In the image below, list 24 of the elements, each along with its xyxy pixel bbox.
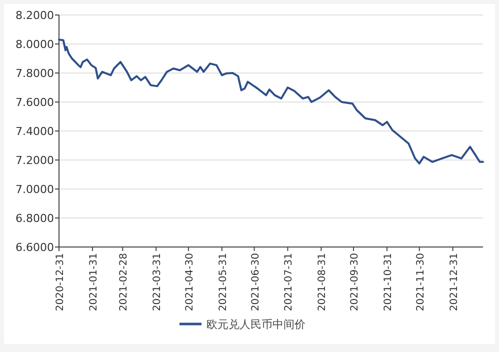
x-tick-label: 2021-09-30 <box>350 253 361 312</box>
x-tick-label: 2021-12-31 <box>448 253 460 312</box>
x-tick-label: 2021-07-31 <box>284 253 295 312</box>
y-tick-label: 6.6000 <box>16 241 54 254</box>
x-tick-label: 2021-04-30 <box>184 253 196 312</box>
x-tick-label: 2021-10-31 <box>382 253 394 312</box>
y-tick-label: 6.8000 <box>16 212 54 225</box>
x-tick-label: 2021-03-31 <box>152 253 164 312</box>
x-tick-label: 2021-08-31 <box>317 253 328 312</box>
legend-label: 欧元兑人民币中间价 <box>206 318 306 331</box>
y-tick-label: 7.8000 <box>16 67 54 80</box>
x-tick-label: 2021-01-31 <box>88 253 100 312</box>
x-tick-label: 2021-06-30 <box>250 253 262 312</box>
x-tick-label: 2021-11-30 <box>415 253 426 312</box>
y-tick-label: 7.4000 <box>16 125 54 138</box>
x-tick-label: 2021-05-31 <box>218 253 229 312</box>
y-tick-label: 7.2000 <box>16 154 54 167</box>
y-tick-label: 8.2000 <box>16 9 54 22</box>
line-series <box>58 38 484 164</box>
y-tick-label: 8.0000 <box>16 38 54 51</box>
x-tick-label: 2020-12-31 <box>55 253 66 312</box>
y-tick-label: 7.6000 <box>16 96 54 109</box>
x-tick-label: 2021-02-28 <box>118 253 130 312</box>
y-tick-label: 7.0000 <box>16 183 54 196</box>
